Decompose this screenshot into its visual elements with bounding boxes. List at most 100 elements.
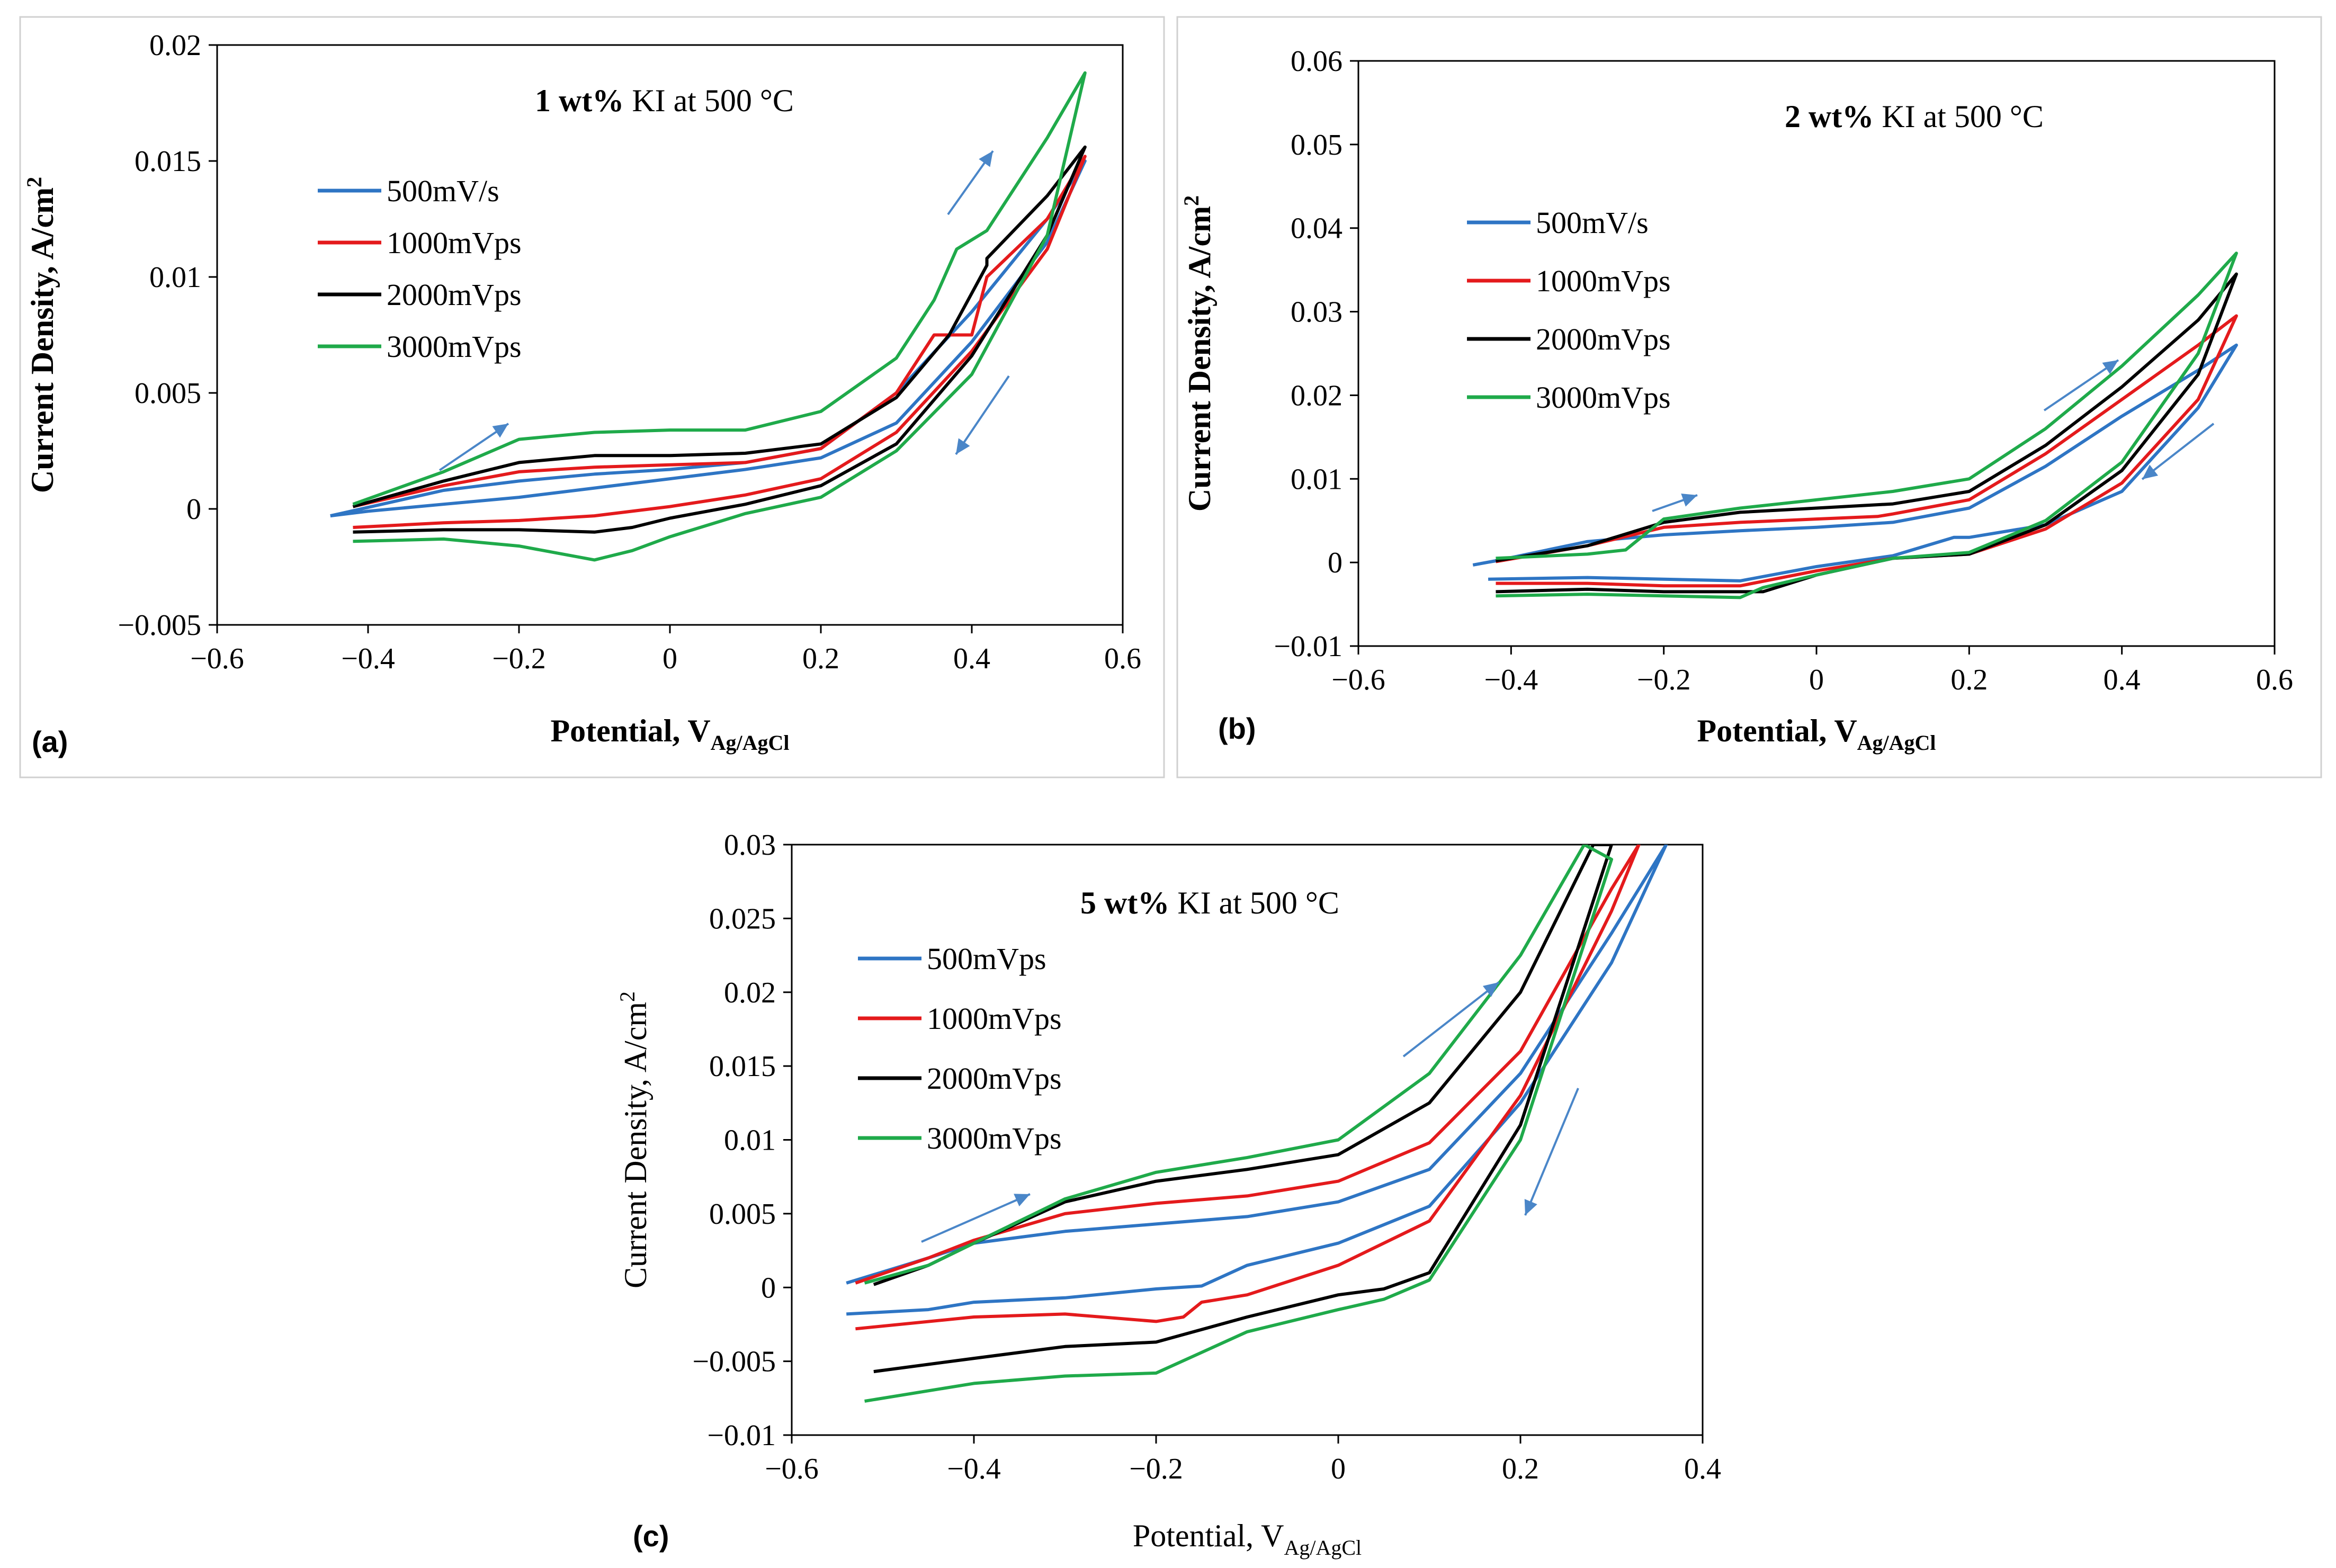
y-axis-label: Current Density, A/cm2 <box>22 177 60 493</box>
direction-arrow-3 <box>2141 423 2215 480</box>
x-tick-label: −0.6 <box>765 1453 819 1485</box>
panel-label: (a) <box>32 725 68 758</box>
y-tick-label: 0 <box>186 493 201 526</box>
y-axis-label-sup: 2 <box>615 991 639 1002</box>
x-tick-label: −0.4 <box>947 1453 1001 1485</box>
y-tick-label: 0.03 <box>1291 296 1342 329</box>
legend-label-4: 3000mVps <box>927 1121 1062 1155</box>
x-tick-label: 0.4 <box>2104 664 2141 696</box>
y-tick-label: 0.02 <box>1291 379 1342 412</box>
y-tick-label: 0.025 <box>709 902 776 935</box>
legend-label-1: 500mV/s <box>1536 205 1649 240</box>
y-tick-label: 0.02 <box>149 29 201 62</box>
x-axis-label-sub: Ag/AgCl <box>711 731 790 755</box>
series-line-2 <box>352 155 1087 529</box>
legend-label-4: 3000mVps <box>387 329 522 364</box>
x-tick-label: −0.4 <box>341 642 395 675</box>
chart-title-bold: 5 wt% <box>1080 885 1169 920</box>
x-tick-label: −0.6 <box>190 642 244 675</box>
panel-label: (c) <box>633 1519 669 1553</box>
x-tick-label: 0.6 <box>1104 642 1141 675</box>
x-axis-label: Potential, VAg/AgCl <box>1133 1518 1362 1560</box>
y-tick-label: 0.005 <box>709 1198 776 1231</box>
chart-title-rest: KI at 500 °C <box>1169 885 1339 920</box>
legend-label-1: 500mVps <box>927 942 1046 976</box>
chart-title: 1 wt% KI at 500 °C <box>535 83 794 118</box>
y-axis-label-main: Current Density, A/cm <box>1182 206 1217 512</box>
panel-frame <box>19 16 1165 778</box>
y-axis-label: Current Density, A/cm2 <box>1179 195 1217 512</box>
series-line-4 <box>352 71 1087 562</box>
chart-title-bold: 1 wt% <box>535 83 624 118</box>
x-axis-label-main: Potential, V <box>1133 1518 1284 1553</box>
legend-label-4: 3000mVps <box>1536 380 1671 415</box>
chart-title-bold: 2 wt% <box>1785 99 1874 134</box>
direction-arrow-1 <box>921 1193 1031 1243</box>
y-tick-label: 0.03 <box>724 829 776 862</box>
series-group <box>846 845 1668 1403</box>
y-tick-label: 0.015 <box>135 145 201 178</box>
direction-arrowhead-1 <box>1014 1194 1030 1207</box>
y-axis-label-main: Current Density, A/cm <box>25 187 60 493</box>
y-tick-label: −0.005 <box>692 1346 776 1378</box>
x-tick-label: −0.2 <box>1637 664 1691 696</box>
x-axis-label-sub: Ag/AgCl <box>1284 1536 1362 1560</box>
legend-label-3: 2000mVps <box>387 277 522 312</box>
direction-arrowhead-1 <box>492 424 508 438</box>
y-tick-label: 0.01 <box>149 261 201 294</box>
direction-arrowhead-3 <box>1524 1199 1537 1215</box>
chart-title-rest: KI at 500 °C <box>624 83 794 118</box>
y-axis-label-main: Current Density, A/cm <box>618 1002 653 1288</box>
series-line-4 <box>864 845 1613 1403</box>
x-tick-label: 0 <box>1809 664 1824 696</box>
chart-panel-2: −0.6 −0.4 −0.2 0 0.2 0.4 0.6 −0.01 0 0.01 0.02 0.03… <box>1176 16 2322 778</box>
x-axis-label: Potential, VAg/AgCl <box>1697 713 1936 755</box>
legend-label-1: 500mV/s <box>387 174 499 208</box>
series-group <box>1472 252 2238 599</box>
x-axis-label: Potential, VAg/AgCl <box>550 713 789 755</box>
y-tick-label: 0.04 <box>1291 212 1342 245</box>
x-tick-label: 0.6 <box>2256 664 2293 696</box>
x-tick-label: 0.2 <box>1950 664 1988 696</box>
direction-arrowhead-2 <box>979 151 993 167</box>
y-axis-label-sup: 2 <box>22 177 46 187</box>
y-tick-label: 0.005 <box>135 377 201 410</box>
direction-arrowhead-1 <box>1681 494 1697 507</box>
x-tick-label: −0.2 <box>1129 1453 1183 1485</box>
series-line-2 <box>855 845 1641 1331</box>
panel-label: (b) <box>1218 712 1256 745</box>
y-tick-label: 0 <box>761 1271 776 1304</box>
x-tick-label: 0.2 <box>1502 1453 1539 1485</box>
legend-label-3: 2000mVps <box>927 1061 1062 1096</box>
x-tick-label: 0.2 <box>802 642 839 675</box>
series-line-3 <box>873 845 1613 1374</box>
legend-label-2: 1000mVps <box>387 226 522 260</box>
y-tick-label: 0.015 <box>709 1050 776 1083</box>
x-tick-label: 0.4 <box>1684 1453 1721 1485</box>
direction-arrowhead-3 <box>956 438 970 454</box>
series-line-1 <box>846 845 1668 1316</box>
chart-title: 2 wt% KI at 500 °C <box>1785 99 2044 134</box>
x-tick-label: −0.6 <box>1331 664 1385 696</box>
series-line-1 <box>1472 343 2238 583</box>
y-tick-label: 0.06 <box>1291 45 1342 78</box>
x-axis-label-sub: Ag/AgCl <box>1857 731 1936 755</box>
panel-frame <box>1176 16 2322 778</box>
direction-arrow-3 <box>1524 1088 1579 1216</box>
y-tick-label: −0.005 <box>118 609 201 642</box>
y-tick-label: −0.01 <box>707 1419 776 1452</box>
x-tick-label: 0 <box>663 642 677 675</box>
chart-title: 5 wt% KI at 500 °C <box>1080 885 1339 920</box>
x-axis-label-main: Potential, V <box>550 713 710 748</box>
y-tick-label: 0.02 <box>724 976 776 1009</box>
y-tick-label: 0.01 <box>1291 463 1342 496</box>
x-tick-label: −0.4 <box>1484 664 1538 696</box>
y-axis-label-sup: 2 <box>1179 195 1203 206</box>
y-axis-label: Current Density, A/cm2 <box>615 991 653 1288</box>
y-tick-label: 0.05 <box>1291 129 1342 162</box>
x-tick-label: 0.4 <box>953 642 990 675</box>
series-line-4 <box>1496 252 2238 599</box>
legend-label-2: 1000mVps <box>1536 264 1671 298</box>
